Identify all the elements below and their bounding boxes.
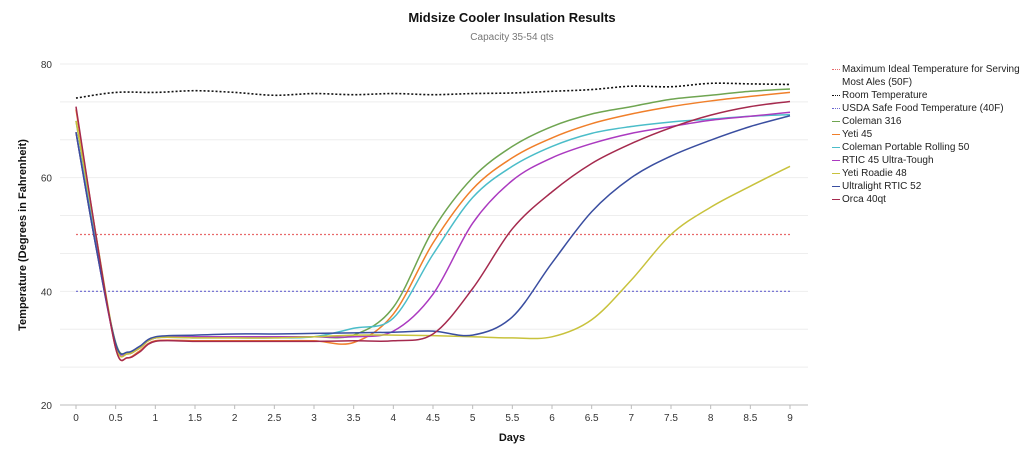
legend-swatch xyxy=(832,134,840,135)
legend-swatch xyxy=(832,173,840,174)
legend-swatch xyxy=(832,160,840,161)
y-tick-label: 40 xyxy=(41,287,53,298)
legend-swatch xyxy=(832,95,840,96)
series-line-yeti-roadie-48 xyxy=(75,120,791,358)
x-tick-label: 7.5 xyxy=(664,413,678,424)
series-line-orca-40qt xyxy=(75,100,791,362)
legend-swatch xyxy=(832,108,840,109)
x-tick-label: 4 xyxy=(391,413,397,424)
reference-line-room-temperature xyxy=(75,82,791,99)
legend-item-ultralight-rtic-52[interactable]: Ultralight RTIC 52 xyxy=(832,180,1022,193)
x-tick-label: 9 xyxy=(787,413,793,424)
legend-label: USDA Safe Food Temperature (40F) xyxy=(842,103,1004,114)
x-tick-label: 7 xyxy=(629,413,635,424)
x-tick-label: 2 xyxy=(232,413,238,424)
x-tick-label: 1 xyxy=(153,413,159,424)
legend-swatch xyxy=(832,69,840,70)
x-tick-label: 4.5 xyxy=(426,413,440,424)
x-tick-label: 8.5 xyxy=(743,413,757,424)
x-tick-label: 5 xyxy=(470,413,476,424)
series-line-coleman-316 xyxy=(75,88,791,355)
legend-swatch xyxy=(832,147,840,148)
y-tick-label: 80 xyxy=(41,60,53,71)
legend-swatch xyxy=(832,121,840,122)
legend-label: Room Temperature xyxy=(842,90,928,101)
series-line-yeti-45 xyxy=(75,91,791,362)
legend-label: Maximum Ideal Temperature for Serving Mo… xyxy=(842,64,1020,88)
x-tick-label: 6 xyxy=(549,413,555,424)
legend-label: Ultralight RTIC 52 xyxy=(842,181,922,192)
legend-item-rtic-45-ultra-tough[interactable]: RTIC 45 Ultra-Tough xyxy=(832,154,1022,167)
legend-label: Coleman 316 xyxy=(842,116,902,127)
legend-swatch xyxy=(832,186,840,187)
x-tick-label: 3 xyxy=(311,413,317,424)
x-tick-label: 2.5 xyxy=(267,413,281,424)
x-tick-label: 3.5 xyxy=(347,413,361,424)
legend: Maximum Ideal Temperature for Serving Mo… xyxy=(832,63,1022,206)
legend-label: Yeti 45 xyxy=(842,129,873,140)
x-tick-label: 0 xyxy=(73,413,79,424)
y-tick-label: 20 xyxy=(41,401,53,412)
x-tick-label: 6.5 xyxy=(585,413,599,424)
legend-item-room-temperature[interactable]: Room Temperature xyxy=(832,89,1022,102)
legend-item-yeti-roadie-48[interactable]: Yeti Roadie 48 xyxy=(832,167,1022,180)
legend-item-maximum-ideal-temperature-for-serving-most-ales-50f[interactable]: Maximum Ideal Temperature for Serving Mo… xyxy=(832,63,1022,89)
chart-title: Midsize Cooler Insulation Results xyxy=(408,10,615,25)
x-tick-label: 8 xyxy=(708,413,714,424)
x-tick-label: 0.5 xyxy=(109,413,123,424)
x-tick-label: 1.5 xyxy=(188,413,202,424)
legend-label: RTIC 45 Ultra-Tough xyxy=(842,155,934,166)
legend-item-coleman-portable-rolling-50[interactable]: Coleman Portable Rolling 50 xyxy=(832,141,1022,154)
x-axis-label: Days xyxy=(499,432,525,444)
x-tick-label: 5.5 xyxy=(505,413,519,424)
legend-label: Yeti Roadie 48 xyxy=(842,168,907,179)
legend-item-coleman-316[interactable]: Coleman 316 xyxy=(832,115,1022,128)
series-line-ultralight-rtic-52 xyxy=(75,114,791,356)
legend-label: Orca 40qt xyxy=(842,194,886,205)
legend-swatch xyxy=(832,199,840,200)
legend-item-orca-40qt[interactable]: Orca 40qt xyxy=(832,193,1022,206)
legend-label: Coleman Portable Rolling 50 xyxy=(842,142,970,153)
y-tick-label: 60 xyxy=(41,174,53,185)
y-axis-label: Temperature (Degrees in Fahrenheit) xyxy=(17,139,29,331)
legend-item-yeti-45[interactable]: Yeti 45 xyxy=(832,128,1022,141)
chart-subtitle: Capacity 35-54 qts xyxy=(470,32,553,43)
legend-item-usda-safe-food-temperature-40f[interactable]: USDA Safe Food Temperature (40F) xyxy=(832,102,1022,115)
